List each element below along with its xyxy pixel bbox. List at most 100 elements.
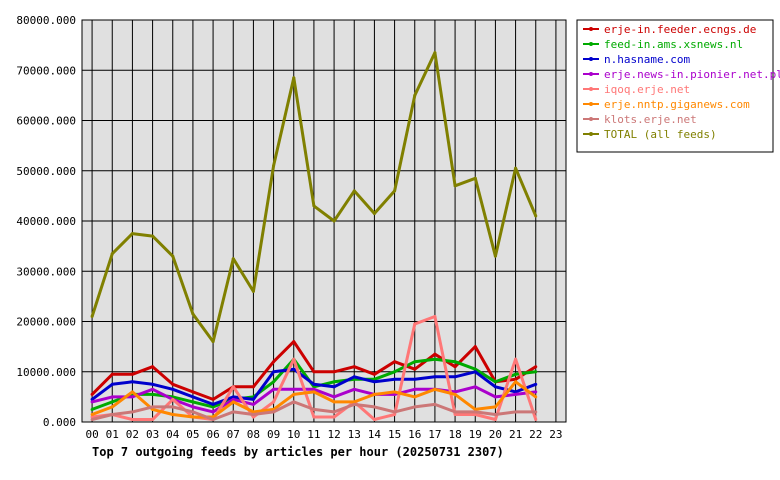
data-point: [352, 402, 356, 406]
data-point: [90, 392, 94, 396]
x-tick-label: 22: [529, 428, 542, 441]
legend-marker: [589, 57, 593, 61]
data-point: [272, 400, 276, 404]
x-tick-label: 06: [206, 428, 219, 441]
data-point: [433, 402, 437, 406]
data-point: [433, 51, 437, 55]
x-tick-label: 14: [368, 428, 382, 441]
data-point: [514, 390, 518, 394]
data-point: [453, 412, 457, 416]
data-point: [191, 400, 195, 404]
data-point: [110, 412, 114, 416]
series-2: [90, 367, 538, 406]
data-point: [130, 395, 134, 399]
data-point: [90, 415, 94, 419]
data-point: [352, 400, 356, 404]
legend-marker: [589, 117, 593, 121]
data-point: [130, 410, 134, 414]
data-point: [171, 397, 175, 401]
data-point: [352, 365, 356, 369]
data-point: [110, 405, 114, 409]
data-point: [413, 405, 417, 409]
x-tick-label: 11: [307, 428, 320, 441]
data-point: [251, 385, 255, 389]
data-point: [312, 385, 316, 389]
data-point: [372, 405, 376, 409]
legend-item: erje.news-in.pionier.net.pl: [583, 68, 780, 81]
data-point: [312, 204, 316, 208]
data-point: [90, 314, 94, 318]
data-point: [534, 370, 538, 374]
data-point: [413, 322, 417, 326]
data-point: [453, 390, 457, 394]
data-point: [110, 395, 114, 399]
data-point: [151, 417, 155, 421]
data-point: [272, 380, 276, 384]
data-point: [90, 417, 94, 421]
data-point: [534, 390, 538, 394]
data-point: [251, 397, 255, 401]
data-point: [312, 390, 316, 394]
data-point: [473, 385, 477, 389]
x-tick-label: 23: [549, 428, 562, 441]
data-point: [151, 365, 155, 369]
data-point: [292, 357, 296, 361]
data-point: [453, 184, 457, 188]
x-tick-label: 04: [166, 428, 180, 441]
data-point: [514, 377, 518, 381]
data-point: [251, 289, 255, 293]
data-point: [372, 377, 376, 381]
data-point: [312, 415, 316, 419]
x-tick-label: 15: [388, 428, 401, 441]
legend-item: n.hasname.com: [583, 53, 690, 66]
x-tick-label: 08: [247, 428, 260, 441]
data-point: [534, 395, 538, 399]
y-tick-label: 20000.000: [16, 316, 76, 329]
data-point: [292, 76, 296, 80]
data-point: [332, 380, 336, 384]
legend-marker: [589, 132, 593, 136]
data-point: [231, 395, 235, 399]
data-point: [514, 357, 518, 361]
data-point: [372, 372, 376, 376]
data-point: [211, 397, 215, 401]
x-axis-ticks: 00 01 02 03 04 05 06 07 08 09 10 11 12 13 14 15 16 17 18 19…: [85, 428, 562, 441]
data-point: [312, 382, 316, 386]
data-point: [110, 400, 114, 404]
data-point: [151, 407, 155, 411]
legend-box: [576, 19, 774, 153]
data-point: [332, 415, 336, 419]
data-point: [493, 380, 497, 384]
data-point: [312, 407, 316, 411]
x-tick-label: 07: [227, 428, 240, 441]
x-tick-label: 05: [186, 428, 199, 441]
data-point: [514, 410, 518, 414]
data-point: [231, 257, 235, 261]
legend-item: TOTAL (all feeds): [583, 128, 717, 141]
y-tick-label: 80000.000: [16, 14, 76, 27]
data-point: [191, 415, 195, 419]
data-point: [231, 385, 235, 389]
data-point: [413, 377, 417, 381]
legend-label: erje.nntp.giganews.com: [604, 98, 750, 111]
legend-item: erje.nntp.giganews.com: [583, 98, 750, 111]
data-point: [151, 387, 155, 391]
data-point: [171, 382, 175, 386]
legend-label: TOTAL (all feeds): [604, 128, 717, 141]
y-tick-label: 10000.000: [16, 366, 76, 379]
y-axis-ticks: 0.000 10000.000 20000.000 30000.000 40000.00…: [16, 14, 76, 429]
y-tick-label: 40000.000: [16, 215, 76, 228]
data-point: [393, 377, 397, 381]
x-tick-label: 10: [287, 428, 300, 441]
data-point: [151, 405, 155, 409]
data-point: [473, 345, 477, 349]
grid-lines: [82, 19, 566, 423]
data-point: [372, 392, 376, 396]
data-point: [272, 387, 276, 391]
data-point: [171, 405, 175, 409]
x-tick-label: 13: [348, 428, 361, 441]
data-point: [251, 410, 255, 414]
data-point: [534, 214, 538, 218]
y-tick-label: 60000.000: [16, 115, 76, 128]
data-point: [272, 370, 276, 374]
